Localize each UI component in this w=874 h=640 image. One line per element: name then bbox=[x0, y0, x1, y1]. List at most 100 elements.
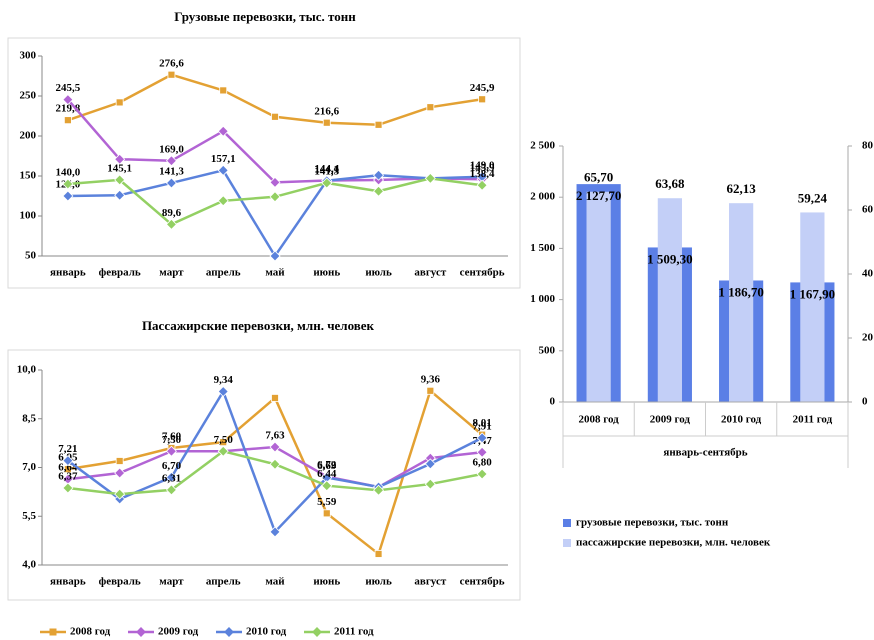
data-label: 157,1 bbox=[211, 153, 236, 165]
point-marker bbox=[269, 441, 281, 453]
data-label: 245,9 bbox=[470, 82, 495, 94]
point-marker bbox=[373, 169, 385, 181]
data-label: 7,50 bbox=[162, 434, 182, 446]
point-marker bbox=[374, 120, 383, 129]
point-marker bbox=[115, 98, 124, 107]
y-tick-label: 0 bbox=[550, 396, 556, 408]
point-marker bbox=[219, 438, 228, 447]
point-marker bbox=[373, 185, 385, 197]
legend-marker bbox=[136, 627, 146, 637]
data-label: 7,63 bbox=[265, 430, 285, 442]
y2-tick-label: 0 bbox=[862, 396, 868, 408]
data-label: 1 186,70 bbox=[718, 284, 764, 299]
point-marker bbox=[269, 458, 281, 470]
data-label: 138,4 bbox=[470, 168, 495, 180]
data-label: 2 127,70 bbox=[576, 188, 622, 203]
y-tick-label: 50 bbox=[25, 250, 37, 262]
y-tick-label: 2 000 bbox=[530, 191, 555, 203]
point-marker bbox=[217, 125, 229, 137]
x-tick-label: июнь bbox=[313, 267, 340, 279]
bar bbox=[800, 212, 825, 402]
x-tick-label: июль bbox=[365, 267, 392, 279]
x-axis-title: январь-сентябрь bbox=[663, 447, 747, 459]
legend-label: 2008 год bbox=[70, 626, 111, 638]
data-label: 7,60 bbox=[162, 431, 182, 443]
point-marker bbox=[476, 468, 488, 480]
point-marker bbox=[269, 250, 281, 262]
data-label: 6,69 bbox=[317, 460, 337, 472]
x-tick-label: сентябрь bbox=[460, 267, 505, 279]
data-label: 6,72 bbox=[317, 459, 337, 471]
point-marker bbox=[321, 472, 333, 484]
point-marker bbox=[62, 94, 74, 106]
point-marker bbox=[217, 445, 229, 457]
data-label: 141,3 bbox=[159, 165, 184, 177]
legend-swatch bbox=[563, 519, 571, 527]
x-tick-label: май bbox=[265, 576, 285, 588]
data-label: 8,01 bbox=[472, 417, 491, 429]
x-tick-label: июнь bbox=[313, 576, 340, 588]
data-label: 6,44 bbox=[317, 468, 337, 480]
point-marker bbox=[476, 179, 488, 191]
point-marker bbox=[165, 484, 177, 496]
x-tick-label: 2008 год bbox=[579, 414, 620, 426]
point-marker bbox=[167, 70, 176, 79]
point-marker bbox=[62, 482, 74, 494]
x-tick-label: август bbox=[414, 576, 446, 588]
x-tick-label: май bbox=[265, 267, 285, 279]
chart-title: Грузовые перевозки, тыс. тонн bbox=[174, 9, 356, 24]
x-tick-label: апрель bbox=[206, 576, 241, 588]
legend-marker bbox=[49, 628, 57, 636]
data-label: 145,1 bbox=[107, 162, 132, 174]
point-marker bbox=[321, 177, 333, 189]
data-label: 1 509,30 bbox=[647, 251, 693, 266]
y-tick-label: 7,0 bbox=[22, 461, 36, 473]
legend-marker bbox=[224, 627, 234, 637]
x-tick-label: февраль bbox=[99, 267, 141, 279]
point-marker bbox=[62, 178, 74, 190]
data-label: 149,0 bbox=[470, 159, 495, 171]
legend-label: пассажирские перевозки, млн. человек bbox=[576, 537, 771, 549]
x-tick-label: март bbox=[159, 267, 184, 279]
data-label: 276,6 bbox=[159, 57, 184, 69]
point-marker bbox=[424, 478, 436, 490]
y2-tick-label: 40 bbox=[862, 268, 874, 280]
data-label: 9,36 bbox=[421, 373, 441, 385]
data-label: 6,37 bbox=[58, 471, 78, 483]
y2-tick-label: 20 bbox=[862, 332, 874, 344]
y-tick-label: 250 bbox=[20, 90, 37, 102]
data-label: 7,21 bbox=[58, 443, 77, 455]
point-marker bbox=[62, 190, 74, 202]
point-marker bbox=[426, 103, 435, 112]
x-tick-label: 2009 год bbox=[650, 414, 691, 426]
y-tick-label: 10,0 bbox=[17, 364, 37, 376]
point-marker bbox=[476, 432, 488, 444]
legend-label: 2009 год bbox=[158, 626, 199, 638]
x-tick-label: март bbox=[159, 576, 184, 588]
data-label: 9,34 bbox=[214, 374, 234, 386]
x-tick-label: июль bbox=[365, 576, 392, 588]
data-label: 62,13 bbox=[727, 181, 757, 196]
y-tick-label: 500 bbox=[539, 344, 556, 356]
point-marker bbox=[115, 457, 124, 465]
data-label: 245,5 bbox=[56, 82, 81, 94]
data-label: 1 167,90 bbox=[790, 286, 836, 301]
x-tick-label: январь bbox=[50, 576, 86, 588]
point-marker bbox=[321, 480, 333, 492]
data-label: 89,6 bbox=[162, 207, 182, 219]
point-marker bbox=[269, 191, 281, 203]
y-tick-label: 5,5 bbox=[22, 510, 36, 522]
point-marker bbox=[374, 550, 383, 558]
point-marker bbox=[424, 458, 436, 470]
chart-title: Пассажирские перевозки, млн. человек bbox=[142, 318, 375, 333]
point-marker bbox=[217, 385, 229, 397]
x-tick-label: сентябрь bbox=[460, 576, 505, 588]
bar bbox=[729, 203, 754, 402]
data-label: 144,4 bbox=[314, 163, 339, 175]
chart-frame bbox=[7, 37, 521, 289]
point-marker bbox=[322, 118, 331, 127]
point-marker bbox=[271, 112, 279, 121]
point-marker bbox=[478, 95, 487, 104]
data-label: 145,9 bbox=[470, 162, 495, 174]
point-marker bbox=[62, 473, 74, 485]
